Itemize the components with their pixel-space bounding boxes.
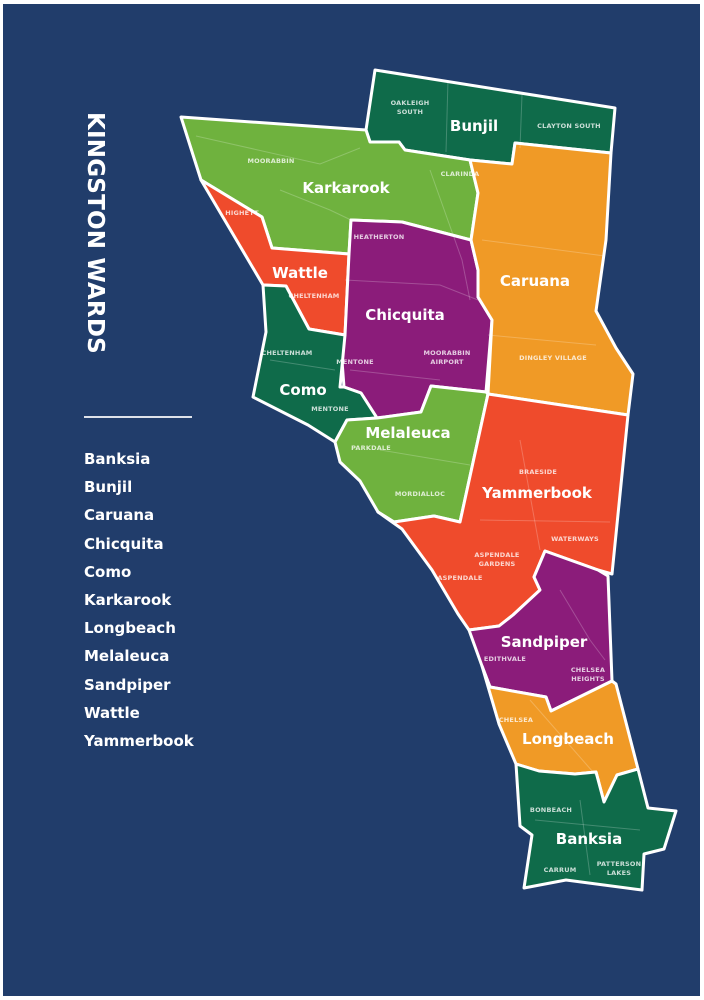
suburb-label: PATTERSON <box>597 860 642 868</box>
suburb-label: CHELTENHAM <box>289 292 340 300</box>
road-line <box>344 279 479 301</box>
road-line <box>279 189 352 221</box>
road-line <box>579 799 591 876</box>
suburb-label: AIRPORT <box>430 358 464 366</box>
ward-label-yammerbook: Yammerbook <box>481 484 593 502</box>
ward-label-bunjil: Bunjil <box>450 117 498 135</box>
suburb-label: HEATHERTON <box>354 233 405 241</box>
suburb-label: MORDIALLOC <box>395 490 445 498</box>
suburb-label: SOUTH <box>397 108 423 116</box>
ward-list-item: Wattle <box>84 703 140 722</box>
ward-list-item: Bunjil <box>84 478 133 497</box>
ward-list-item: Como <box>84 562 132 581</box>
title-divider <box>84 416 192 418</box>
ward-list-item: Caruana <box>84 506 155 525</box>
ward-label-longbeach: Longbeach <box>522 730 614 748</box>
ward-list: Banksia Bunjil Caruana Chicquita Como Ka… <box>84 448 194 758</box>
ward-como[interactable] <box>251 283 379 444</box>
ward-label-karkarook: Karkarook <box>302 179 390 197</box>
suburb-label: PARKDALE <box>351 444 391 452</box>
ward-label-sandpiper: Sandpiper <box>501 633 588 651</box>
suburb-label: ASPENDALE <box>437 574 482 582</box>
ward-caruana[interactable] <box>468 141 635 417</box>
road-line <box>429 169 471 301</box>
road-line <box>559 589 606 661</box>
ward-list-item: Melaleuca <box>84 647 170 666</box>
ward-list-item: Chicquita <box>84 534 164 553</box>
suburb-label: BONBEACH <box>530 806 572 814</box>
road-line <box>519 94 523 149</box>
top-margin <box>0 0 704 4</box>
suburb-label: CHELTENHAM <box>262 349 313 357</box>
suburb-label: DINGLEY VILLAGE <box>519 354 587 362</box>
ward-list-item: Sandpiper <box>84 675 171 694</box>
suburb-label: CLARINDA <box>441 170 480 178</box>
ward-label-chicquita: Chicquita <box>365 306 445 324</box>
suburb-label: ASPENDALE <box>474 551 519 559</box>
ward-label-melaleuca: Melaleuca <box>365 424 450 442</box>
road-line <box>379 449 471 466</box>
suburb-label: CARRUM <box>544 866 577 874</box>
ward-list-item: Banksia <box>84 450 151 468</box>
ward-label-wattle: Wattle <box>272 264 328 282</box>
suburb-label: MOORABBIN <box>247 157 294 165</box>
ward-label-caruana: Caruana <box>500 272 570 290</box>
suburb-label: MENTONE <box>311 405 349 413</box>
ward-label-como: Como <box>279 381 326 399</box>
suburb-label: WATERWAYS <box>551 535 599 543</box>
road-line <box>479 519 611 523</box>
suburb-label: HIGHETT <box>225 209 259 217</box>
suburb-label: OAKLEIGH <box>391 99 430 107</box>
suburb-label: EDITHVALE <box>484 655 526 663</box>
suburb-label: MENTONE <box>336 358 374 366</box>
ward-list-item: Karkarook <box>84 590 172 609</box>
ward-label-banksia: Banksia <box>556 830 622 848</box>
road-line <box>487 334 597 346</box>
ward-list-item: Yammerbook <box>84 731 194 750</box>
road-line <box>529 699 601 781</box>
suburb-label: CHELSEA <box>499 716 533 724</box>
suburb-label: GARDENS <box>479 560 516 568</box>
ward-banksia[interactable] <box>514 762 678 892</box>
suburb-label: MOORABBIN <box>423 349 470 357</box>
suburb-label: LAKES <box>607 869 631 877</box>
suburb-label: CHELSEA <box>571 666 605 674</box>
road-line <box>481 239 606 257</box>
suburb-label: HEIGHTS <box>571 675 605 683</box>
road-line <box>349 369 441 381</box>
suburb-label: CLAYTON SOUTH <box>537 122 601 130</box>
ward-list-item: Longbeach <box>84 619 176 638</box>
road-line <box>534 819 641 831</box>
road-line <box>445 79 449 153</box>
road-line <box>269 359 336 371</box>
road-line <box>519 439 541 551</box>
road-line <box>195 135 361 165</box>
suburb-label: BRAESIDE <box>519 468 557 476</box>
